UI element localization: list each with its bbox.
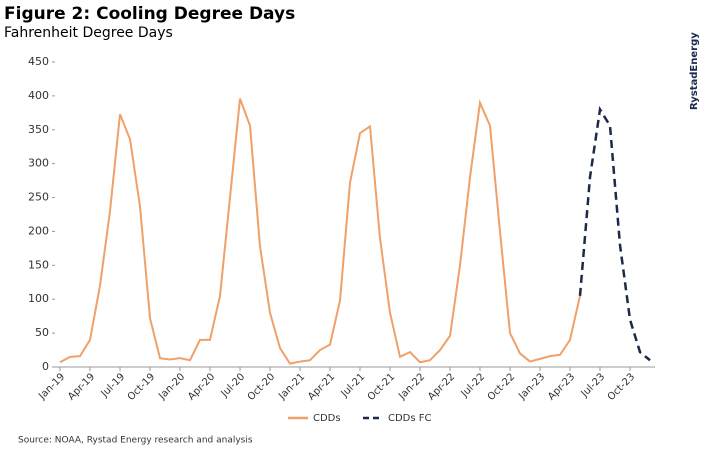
- x-tick-label: Apr-21: [306, 371, 337, 402]
- x-tick-label: Oct-22: [486, 371, 518, 403]
- x-tick-label: Apr-22: [426, 371, 457, 402]
- x-tick-label: Oct-23: [606, 371, 638, 403]
- x-tick-label: Apr-20: [186, 371, 217, 402]
- x-tick-label: Jan-22: [396, 371, 427, 402]
- legend-label: CDDs FC: [388, 413, 432, 424]
- legend-label: CDDs: [313, 413, 341, 424]
- x-tick-label: Jul-23: [579, 371, 608, 400]
- x-tick-label: Apr-19: [66, 371, 97, 402]
- y-tick-label: 450: [28, 55, 49, 68]
- y-tick-label: 150: [28, 258, 49, 271]
- x-tick-label: Oct-19: [126, 371, 158, 403]
- chart-subtitle: Fahrenheit Degree Days: [4, 25, 173, 41]
- chart-title: Figure 2: Cooling Degree Days: [4, 4, 295, 24]
- y-tick-label: 0: [42, 360, 49, 373]
- x-tick-label: Jan-20: [156, 371, 187, 402]
- x-tick-label: Jan-21: [276, 371, 307, 402]
- x-tick-label: Apr-23: [546, 371, 577, 402]
- x-tick-label: Jul-19: [99, 371, 128, 400]
- x-tick-label: Jul-20: [219, 371, 248, 400]
- y-tick-label: 300: [28, 157, 49, 170]
- x-tick-label: Oct-21: [366, 371, 398, 403]
- logo: RystadEnergy: [689, 32, 700, 110]
- y-tick-label: 50: [35, 326, 49, 339]
- y-tick-label: 250: [28, 191, 49, 204]
- x-tick-label: Jul-22: [459, 371, 488, 400]
- x-tick-label: Oct-20: [246, 371, 278, 403]
- source: Source: NOAA, Rystad Energy research and…: [18, 436, 253, 446]
- y-tick-label: 400: [28, 89, 49, 102]
- line-series: [578, 105, 651, 362]
- y-tick-label: 350: [28, 123, 49, 136]
- x-tick-label: Jan-23: [516, 371, 547, 402]
- y-tick-label: 200: [28, 224, 49, 237]
- y-tick-label: 100: [28, 292, 49, 305]
- x-tick-label: Jul-21: [339, 371, 368, 400]
- line-series: [59, 98, 581, 365]
- x-tick-label: Jan-19: [36, 371, 67, 402]
